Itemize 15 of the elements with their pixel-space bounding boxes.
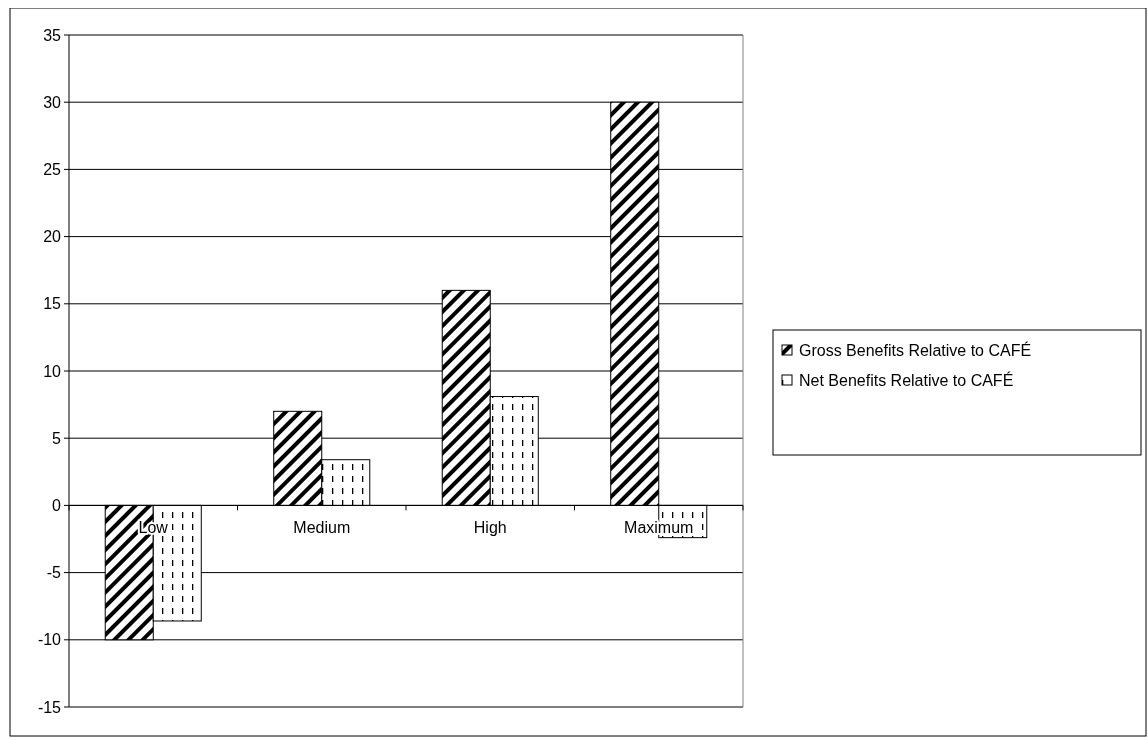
y-tick-label: 35 bbox=[43, 26, 62, 44]
y-tick-label: 25 bbox=[43, 161, 62, 178]
y-tick-label: 10 bbox=[43, 362, 62, 380]
y-tick-label: -15 bbox=[37, 698, 62, 716]
legend-label: Net Benefits Relative to CAFÉ bbox=[799, 370, 1014, 389]
y-tick-label: 0 bbox=[52, 497, 62, 514]
y-tick-label: 5 bbox=[52, 429, 62, 447]
x-tick-label: Medium bbox=[293, 519, 351, 537]
y-tick-label: 20 bbox=[43, 228, 62, 246]
x-tick-label: High bbox=[473, 519, 507, 537]
y-tick-label: -10 bbox=[37, 631, 62, 649]
y-tick-label: 30 bbox=[43, 93, 62, 111]
y-tick-label: 15 bbox=[43, 295, 62, 313]
legend-label: Gross Benefits Relative to CAFÉ bbox=[799, 340, 1032, 359]
y-tick-label: -5 bbox=[46, 564, 62, 582]
